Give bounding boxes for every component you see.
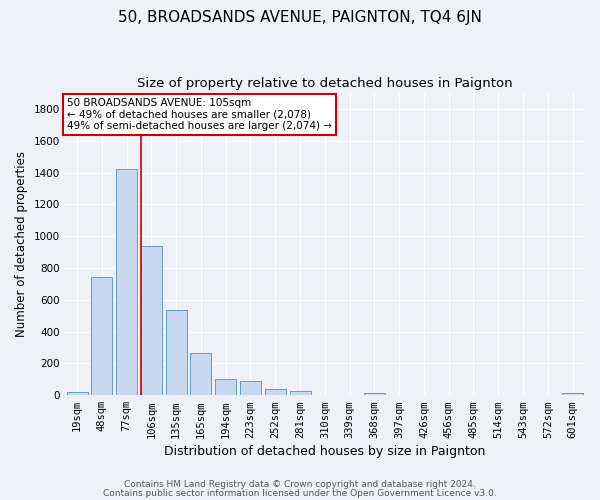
Bar bbox=[265, 390, 286, 395]
Bar bbox=[116, 168, 137, 395]
Bar bbox=[166, 310, 187, 395]
Bar bbox=[215, 379, 236, 395]
Y-axis label: Number of detached properties: Number of detached properties bbox=[15, 151, 28, 337]
Bar bbox=[364, 393, 385, 395]
Bar bbox=[290, 390, 311, 395]
Bar bbox=[190, 353, 211, 395]
Bar bbox=[141, 246, 162, 395]
X-axis label: Distribution of detached houses by size in Paignton: Distribution of detached houses by size … bbox=[164, 444, 485, 458]
Bar bbox=[91, 276, 112, 395]
Bar bbox=[240, 380, 261, 395]
Bar bbox=[562, 393, 583, 395]
Text: Contains HM Land Registry data © Crown copyright and database right 2024.: Contains HM Land Registry data © Crown c… bbox=[124, 480, 476, 489]
Text: 50 BROADSANDS AVENUE: 105sqm
← 49% of detached houses are smaller (2,078)
49% of: 50 BROADSANDS AVENUE: 105sqm ← 49% of de… bbox=[67, 98, 332, 131]
Title: Size of property relative to detached houses in Paignton: Size of property relative to detached ho… bbox=[137, 78, 512, 90]
Bar bbox=[67, 392, 88, 395]
Text: 50, BROADSANDS AVENUE, PAIGNTON, TQ4 6JN: 50, BROADSANDS AVENUE, PAIGNTON, TQ4 6JN bbox=[118, 10, 482, 25]
Text: Contains public sector information licensed under the Open Government Licence v3: Contains public sector information licen… bbox=[103, 488, 497, 498]
